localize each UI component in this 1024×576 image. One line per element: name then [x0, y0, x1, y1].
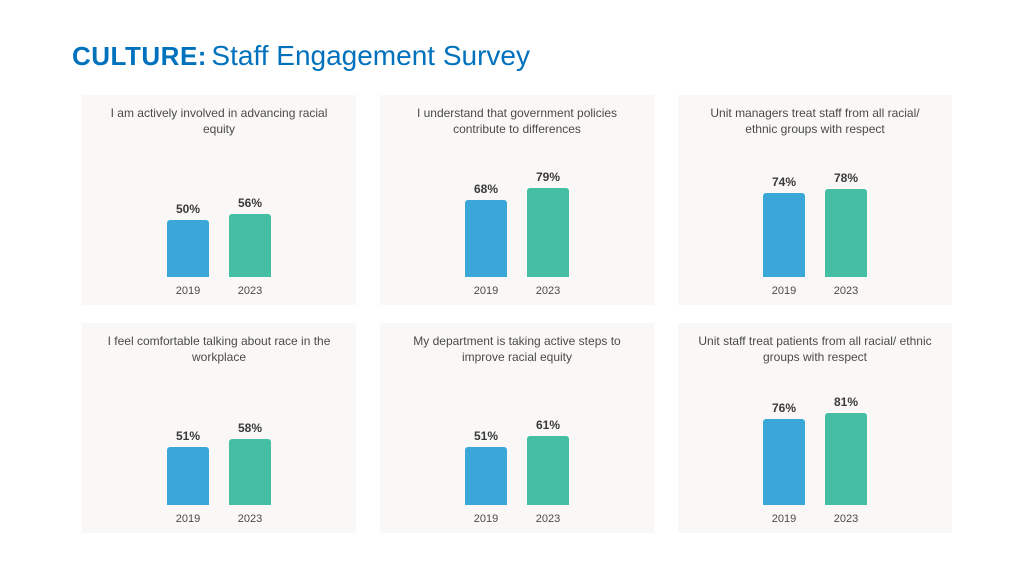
bar-group-2023: 58% — [226, 421, 274, 505]
bar-group-2023: 79% — [524, 170, 572, 277]
bar-2023 — [229, 439, 271, 505]
page-title: CULTURE: Staff Engagement Survey — [72, 40, 530, 72]
title-main: Staff Engagement Survey — [211, 40, 530, 71]
bar-2023 — [229, 214, 271, 277]
bar-value-label: 81% — [834, 395, 858, 409]
bar-group-2023: 56% — [226, 196, 274, 277]
bar-2019 — [167, 220, 209, 277]
x-axis-labels: 2019 2023 — [392, 509, 642, 525]
bar-2019 — [763, 193, 805, 277]
x-axis-labels: 2019 2023 — [392, 281, 642, 297]
chart-area: 74% 78% — [690, 137, 940, 281]
x-label: 2023 — [822, 285, 870, 297]
x-axis-labels: 2019 2023 — [690, 281, 940, 297]
bar-group-2019: 74% — [760, 175, 808, 277]
chart-area: 76% 81% — [690, 365, 940, 509]
bar-value-label: 61% — [536, 418, 560, 432]
bar-2019 — [465, 447, 507, 505]
bar-value-label: 78% — [834, 171, 858, 185]
bar-value-label: 68% — [474, 182, 498, 196]
bar-value-label: 58% — [238, 421, 262, 435]
slide: CULTURE: Staff Engagement Survey I am ac… — [0, 0, 1024, 576]
x-label: 2023 — [226, 285, 274, 297]
chart-area: 51% 61% — [392, 365, 642, 509]
x-axis-labels: 2019 2023 — [94, 509, 344, 525]
chart-area: 51% 58% — [94, 365, 344, 509]
panel-title: I understand that government policies co… — [392, 105, 642, 137]
x-label: 2019 — [462, 285, 510, 297]
bar-2023 — [527, 436, 569, 505]
bar-2019 — [167, 447, 209, 505]
bar-group-2019: 76% — [760, 401, 808, 505]
chart-panel: I feel comfortable talking about race in… — [82, 323, 356, 533]
bar-2023 — [527, 188, 569, 277]
panel-title: My department is taking active steps to … — [392, 333, 642, 365]
chart-area: 50% 56% — [94, 137, 344, 281]
chart-panel: My department is taking active steps to … — [380, 323, 654, 533]
chart-grid: I am actively involved in advancing raci… — [82, 95, 952, 533]
panel-title: Unit managers treat staff from all racia… — [690, 105, 940, 137]
bar-2023 — [825, 189, 867, 277]
bar-2019 — [465, 200, 507, 277]
bar-value-label: 56% — [238, 196, 262, 210]
bar-value-label: 79% — [536, 170, 560, 184]
x-label: 2023 — [524, 513, 572, 525]
x-label: 2019 — [164, 285, 212, 297]
bar-group-2023: 81% — [822, 395, 870, 505]
bar-value-label: 51% — [176, 429, 200, 443]
bar-2023 — [825, 413, 867, 505]
chart-panel: Unit managers treat staff from all racia… — [678, 95, 952, 305]
bar-value-label: 50% — [176, 202, 200, 216]
bar-group-2019: 50% — [164, 202, 212, 277]
panel-title: I feel comfortable talking about race in… — [94, 333, 344, 365]
bar-value-label: 74% — [772, 175, 796, 189]
chart-panel: I am actively involved in advancing raci… — [82, 95, 356, 305]
bar-group-2019: 68% — [462, 182, 510, 277]
bar-group-2019: 51% — [164, 429, 212, 505]
x-label: 2019 — [760, 285, 808, 297]
x-axis-labels: 2019 2023 — [94, 281, 344, 297]
chart-panel: Unit staff treat patients from all racia… — [678, 323, 952, 533]
x-label: 2023 — [226, 513, 274, 525]
panel-title: Unit staff treat patients from all racia… — [690, 333, 940, 365]
x-label: 2023 — [524, 285, 572, 297]
panel-title: I am actively involved in advancing raci… — [94, 105, 344, 137]
bar-group-2023: 78% — [822, 171, 870, 277]
chart-area: 68% 79% — [392, 137, 642, 281]
x-axis-labels: 2019 2023 — [690, 509, 940, 525]
bar-value-label: 76% — [772, 401, 796, 415]
bar-2019 — [763, 419, 805, 505]
bar-group-2019: 51% — [462, 429, 510, 505]
x-label: 2019 — [760, 513, 808, 525]
title-prefix: CULTURE: — [72, 41, 207, 71]
x-label: 2019 — [462, 513, 510, 525]
x-label: 2019 — [164, 513, 212, 525]
bar-value-label: 51% — [474, 429, 498, 443]
chart-panel: I understand that government policies co… — [380, 95, 654, 305]
x-label: 2023 — [822, 513, 870, 525]
bar-group-2023: 61% — [524, 418, 572, 505]
